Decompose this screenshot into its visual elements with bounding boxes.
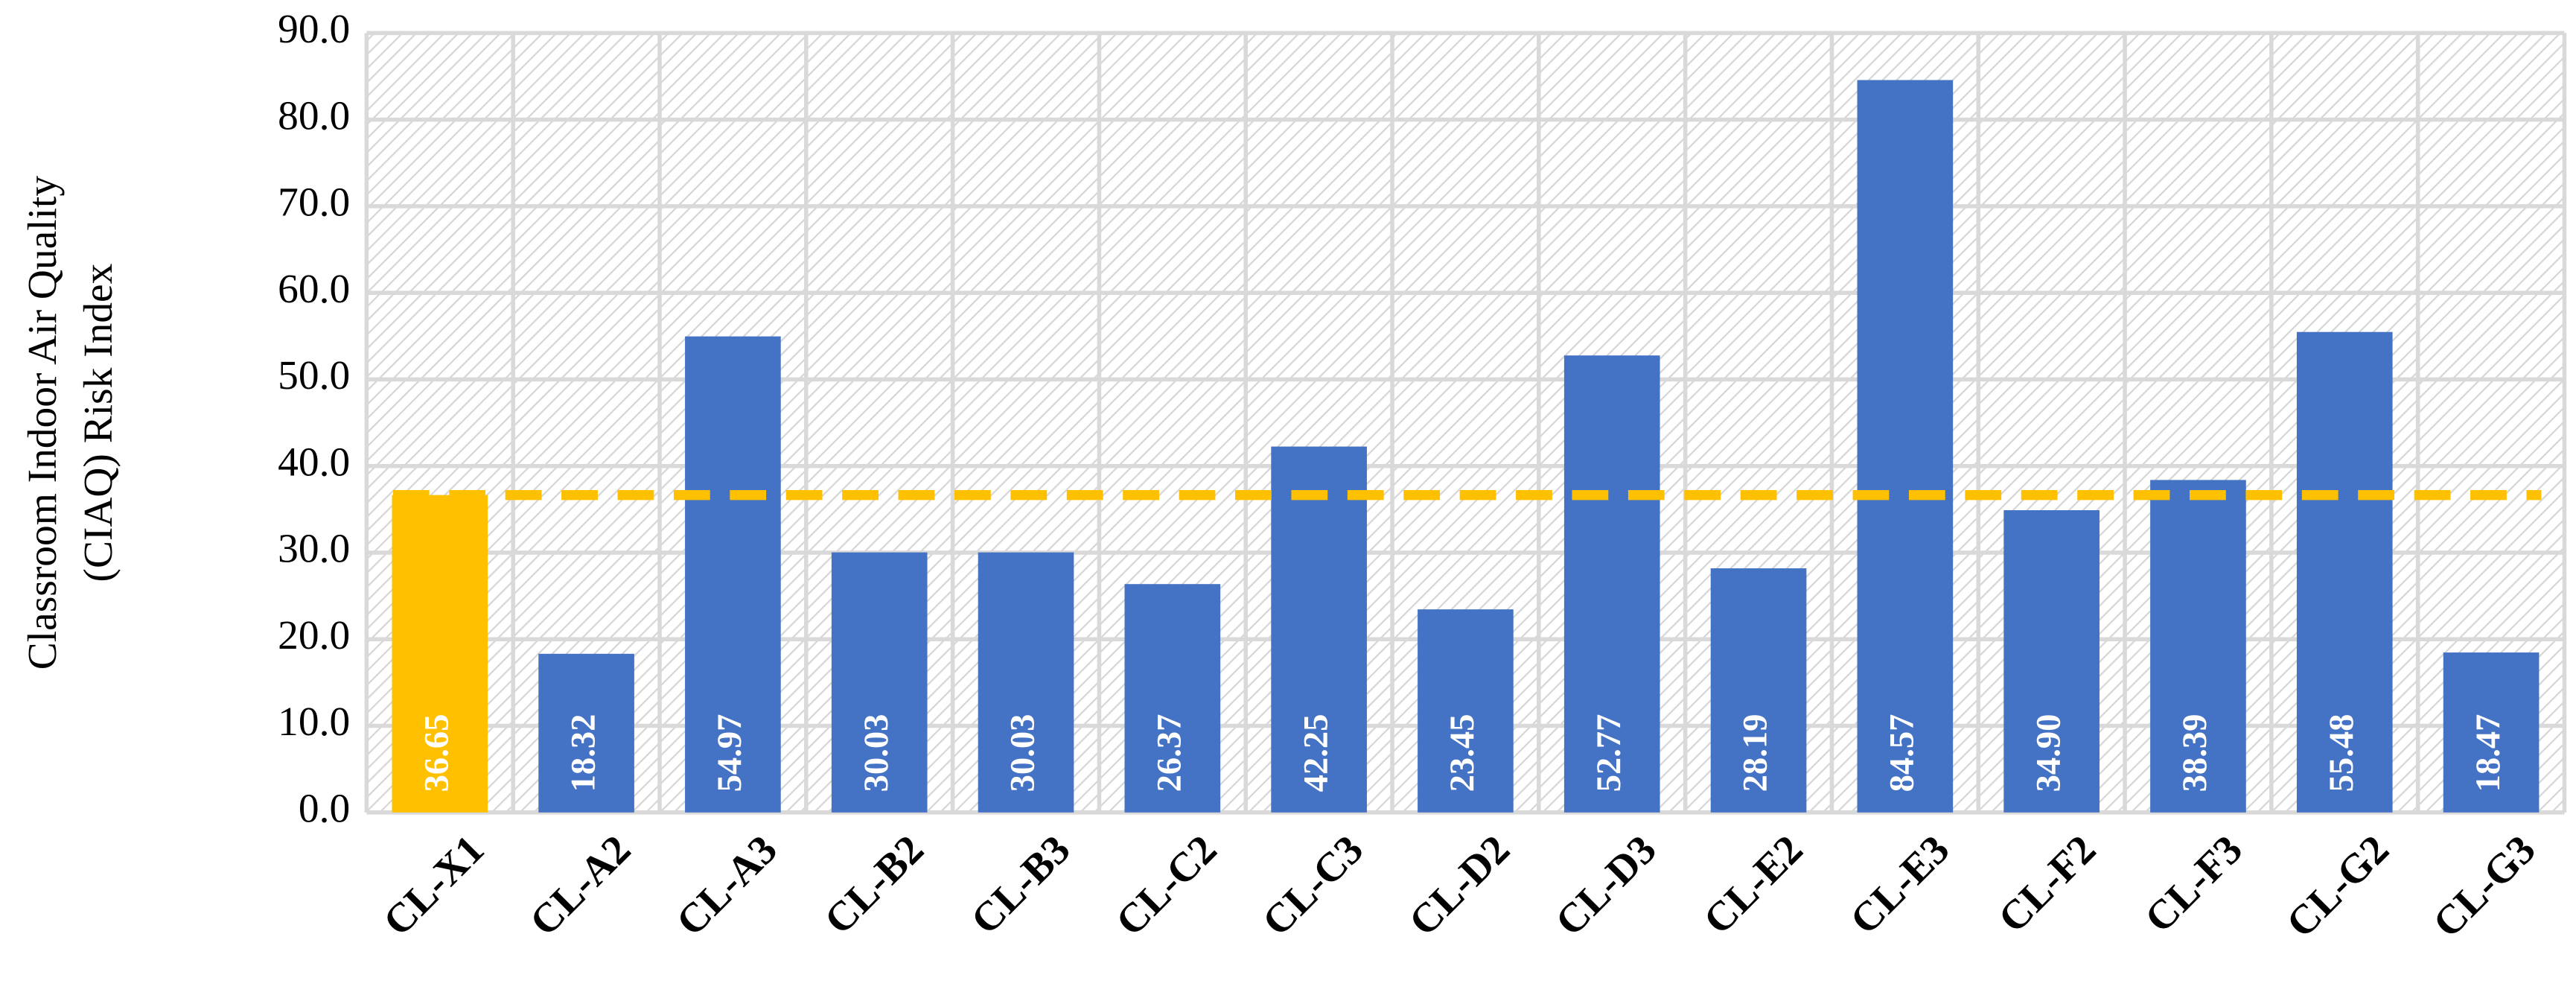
y-tick-label: 10.0 [278, 699, 350, 744]
x-tick-label: CL-X1 [374, 827, 493, 944]
x-tick-label: CL-C3 [1254, 827, 1372, 944]
value-label: 26.37 [1150, 714, 1188, 792]
y-tick-label: 40.0 [278, 439, 350, 484]
bar [2150, 480, 2246, 813]
x-tick-label: CL-B3 [962, 827, 1078, 943]
x-tick-label: CL-F3 [2136, 827, 2251, 941]
y-tick-label: 60.0 [278, 266, 350, 311]
y-tick-label: 30.0 [278, 526, 350, 571]
bar [2296, 331, 2393, 813]
bar [1563, 355, 1660, 813]
bar [538, 653, 634, 813]
value-label: 30.03 [858, 714, 896, 792]
bar [392, 495, 488, 813]
value-label: 52.77 [1590, 714, 1628, 792]
bar [1418, 609, 1514, 813]
x-tick-label: CL-E2 [1695, 827, 1811, 943]
value-label: 30.03 [1004, 714, 1042, 792]
bar [685, 336, 781, 813]
value-label: 34.90 [2030, 714, 2068, 792]
bar [1857, 80, 1954, 813]
value-label: 54.97 [711, 714, 749, 792]
bar [1124, 584, 1221, 813]
bar [831, 552, 928, 813]
y-axis-title: (CIAQ) Risk Index [75, 263, 121, 582]
bar [2003, 510, 2100, 813]
y-tick-label: 0.0 [299, 786, 350, 831]
y-tick-label: 20.0 [278, 612, 350, 658]
value-label: 55.48 [2323, 714, 2361, 792]
bar [978, 552, 1074, 813]
value-label: 18.47 [2470, 714, 2508, 792]
y-tick-label: 90.0 [278, 6, 350, 51]
value-label: 84.57 [1884, 714, 1922, 792]
x-tick-label: CL-G2 [2277, 827, 2397, 947]
y-tick-label: 80.0 [278, 92, 350, 138]
x-tick-label: CL-D2 [1400, 827, 1519, 944]
x-tick-label: CL-A3 [668, 827, 786, 944]
bar [1710, 568, 1807, 813]
x-tick-label: CL-E3 [1841, 827, 1957, 943]
bar [2443, 652, 2540, 813]
x-tick-label: CL-C2 [1107, 827, 1225, 944]
x-tick-label: CL-F2 [1989, 827, 2104, 941]
bar [1271, 446, 1367, 813]
value-label: 38.39 [2176, 714, 2214, 792]
value-label: 18.32 [564, 714, 602, 792]
value-label: 23.45 [1444, 714, 1482, 792]
x-tick-label: CL-G3 [2424, 827, 2544, 947]
x-tick-label: CL-A2 [521, 827, 640, 944]
value-label: 42.25 [1297, 714, 1335, 792]
value-label: 36.65 [418, 714, 456, 792]
y-tick-label: 70.0 [278, 179, 350, 225]
y-tick-label: 50.0 [278, 352, 350, 398]
value-label: 28.19 [1737, 714, 1775, 792]
y-axis-title: Classroom Indoor Air Quality [19, 176, 65, 670]
x-tick-label: CL-B2 [816, 827, 932, 943]
x-tick-label: CL-D3 [1546, 827, 1665, 944]
